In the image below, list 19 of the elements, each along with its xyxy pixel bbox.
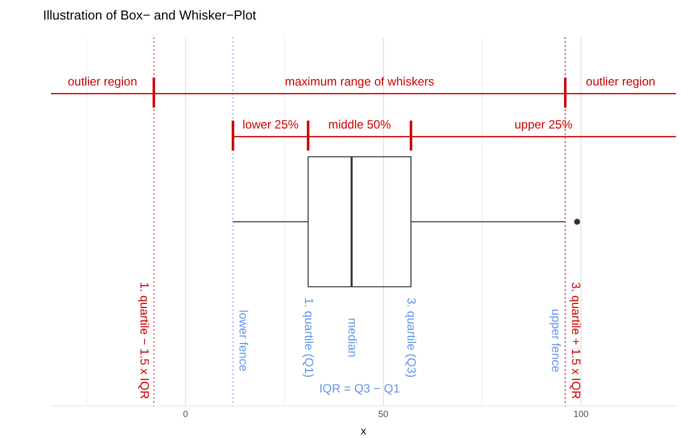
annotation: outlier region <box>586 74 656 89</box>
ref-line-label: 3. quartile + 1.5 x IQR <box>568 282 583 400</box>
annotation: 3. quartile (Q3) <box>404 298 419 378</box>
x-tick-label: 50 <box>378 408 388 419</box>
ref-line-label: upper fence <box>548 308 563 373</box>
x-axis-title: x <box>360 425 367 438</box>
x-tick-label: 0 <box>182 408 188 419</box>
annotation: upper 25% <box>514 118 573 132</box>
ref-line-label: 1. quartile − 1.5 x IQR <box>138 282 152 400</box>
annotation: 1. quartile (Q1) <box>302 298 316 378</box>
annotation: maximum range of whiskers <box>284 74 434 89</box>
annotation: IQR = Q3 − Q1 <box>319 382 400 396</box>
annotation: middle 50% <box>328 118 392 132</box>
ref-line-label: lower fence <box>236 310 251 372</box>
chart-title: Illustration of Box− and Whisker−Plot <box>43 7 257 22</box>
annotation: median <box>345 318 360 358</box>
annotation: lower 25% <box>242 118 299 132</box>
x-tick-label: 100 <box>574 408 589 419</box>
annotation: outlier region <box>68 74 138 89</box>
